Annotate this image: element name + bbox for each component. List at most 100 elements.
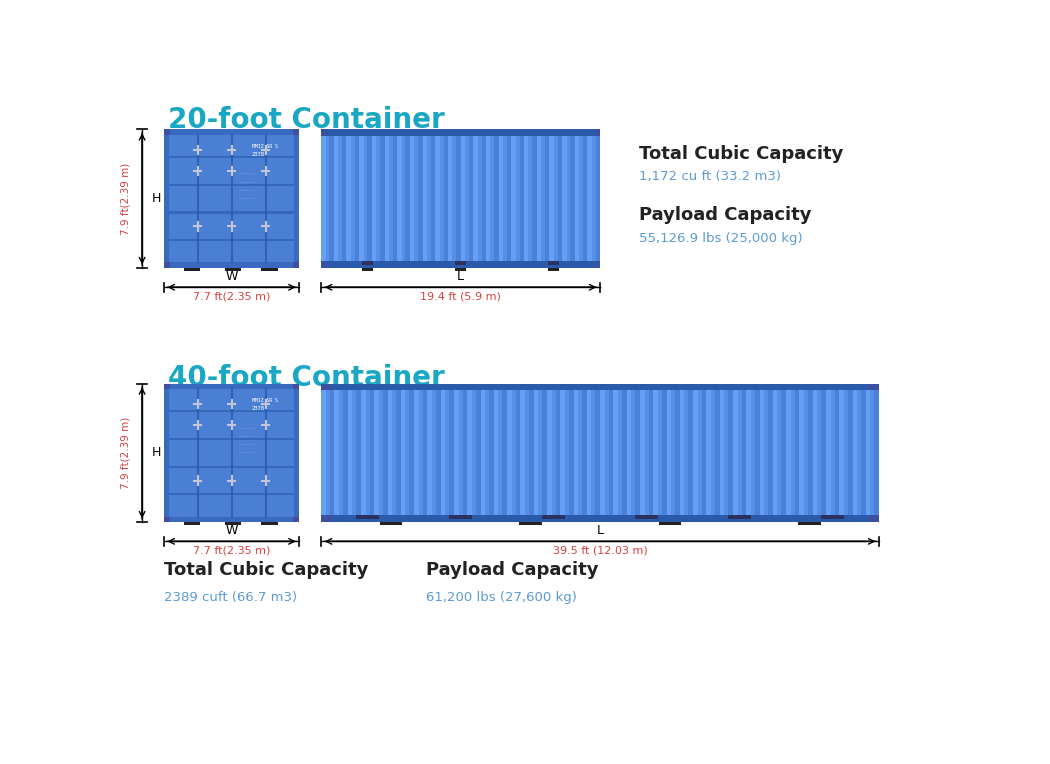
- Bar: [741, 384, 747, 522]
- Bar: [595, 129, 601, 268]
- Bar: [587, 129, 592, 268]
- Bar: [733, 384, 738, 522]
- Bar: [261, 268, 277, 270]
- Text: --------: --------: [238, 434, 255, 439]
- Bar: [293, 263, 299, 268]
- Bar: [486, 129, 490, 268]
- Bar: [293, 384, 299, 389]
- Bar: [573, 384, 579, 522]
- Bar: [164, 384, 169, 522]
- Bar: [570, 129, 574, 268]
- Bar: [759, 384, 764, 522]
- Bar: [747, 384, 751, 522]
- Bar: [455, 261, 466, 265]
- Bar: [418, 129, 422, 268]
- Bar: [330, 384, 334, 522]
- Bar: [649, 384, 653, 522]
- Bar: [456, 129, 461, 268]
- Bar: [516, 384, 521, 522]
- Text: 2389 cuft (66.7 m3): 2389 cuft (66.7 m3): [164, 591, 297, 604]
- Bar: [613, 384, 618, 522]
- Bar: [330, 129, 334, 268]
- Bar: [587, 384, 591, 522]
- Bar: [868, 515, 879, 522]
- Text: 19.4 ft (5.9 m): 19.4 ft (5.9 m): [420, 292, 501, 302]
- Bar: [164, 384, 170, 389]
- Bar: [321, 261, 327, 268]
- Bar: [169, 156, 294, 158]
- Bar: [321, 384, 326, 522]
- Text: H: H: [151, 193, 161, 206]
- Bar: [359, 129, 363, 268]
- Bar: [368, 129, 372, 268]
- Bar: [448, 129, 453, 268]
- Bar: [562, 129, 567, 268]
- Bar: [594, 261, 601, 268]
- Bar: [595, 384, 601, 522]
- Bar: [569, 384, 573, 522]
- Bar: [715, 384, 719, 522]
- Bar: [355, 129, 359, 268]
- Text: L: L: [457, 270, 464, 283]
- Bar: [549, 129, 553, 268]
- Bar: [380, 522, 402, 526]
- Bar: [293, 516, 299, 522]
- Bar: [555, 384, 561, 522]
- Bar: [635, 515, 657, 520]
- Bar: [436, 384, 441, 522]
- Text: 7.9 ft(2.39 m): 7.9 ft(2.39 m): [120, 163, 130, 235]
- Bar: [653, 384, 658, 522]
- Bar: [609, 384, 613, 522]
- Bar: [348, 384, 353, 522]
- Bar: [362, 268, 373, 271]
- Bar: [294, 384, 299, 522]
- Bar: [164, 129, 299, 135]
- Bar: [601, 384, 605, 522]
- Bar: [532, 129, 537, 268]
- Text: --------: --------: [238, 189, 255, 193]
- Bar: [293, 129, 299, 135]
- Bar: [361, 384, 365, 522]
- Bar: [164, 129, 169, 268]
- Bar: [545, 129, 549, 268]
- Bar: [169, 410, 294, 413]
- Bar: [558, 129, 562, 268]
- Bar: [543, 515, 565, 520]
- Bar: [799, 384, 804, 522]
- Bar: [821, 384, 826, 522]
- Bar: [169, 239, 294, 241]
- Bar: [511, 129, 516, 268]
- Bar: [667, 384, 671, 522]
- Bar: [427, 384, 432, 522]
- Text: --------: --------: [238, 442, 255, 446]
- Bar: [356, 515, 379, 520]
- Bar: [169, 183, 294, 186]
- Bar: [521, 384, 525, 522]
- Bar: [795, 384, 799, 522]
- Bar: [848, 384, 853, 522]
- Bar: [701, 384, 707, 522]
- Bar: [583, 129, 587, 268]
- Bar: [868, 384, 879, 390]
- Bar: [454, 384, 459, 522]
- Bar: [164, 384, 299, 522]
- Bar: [574, 129, 580, 268]
- Bar: [835, 384, 839, 522]
- Bar: [469, 129, 474, 268]
- Bar: [861, 384, 866, 522]
- Text: MMIZ SR S: MMIZ SR S: [252, 397, 278, 403]
- Bar: [321, 515, 879, 522]
- Bar: [449, 384, 454, 522]
- Bar: [627, 384, 631, 522]
- Bar: [164, 384, 299, 389]
- Bar: [436, 129, 440, 268]
- Bar: [430, 129, 436, 268]
- Bar: [547, 384, 551, 522]
- Text: L: L: [596, 524, 604, 537]
- Bar: [169, 212, 294, 214]
- Bar: [481, 384, 485, 522]
- Bar: [164, 129, 170, 135]
- Bar: [169, 438, 294, 440]
- Bar: [321, 515, 332, 522]
- Bar: [640, 384, 645, 522]
